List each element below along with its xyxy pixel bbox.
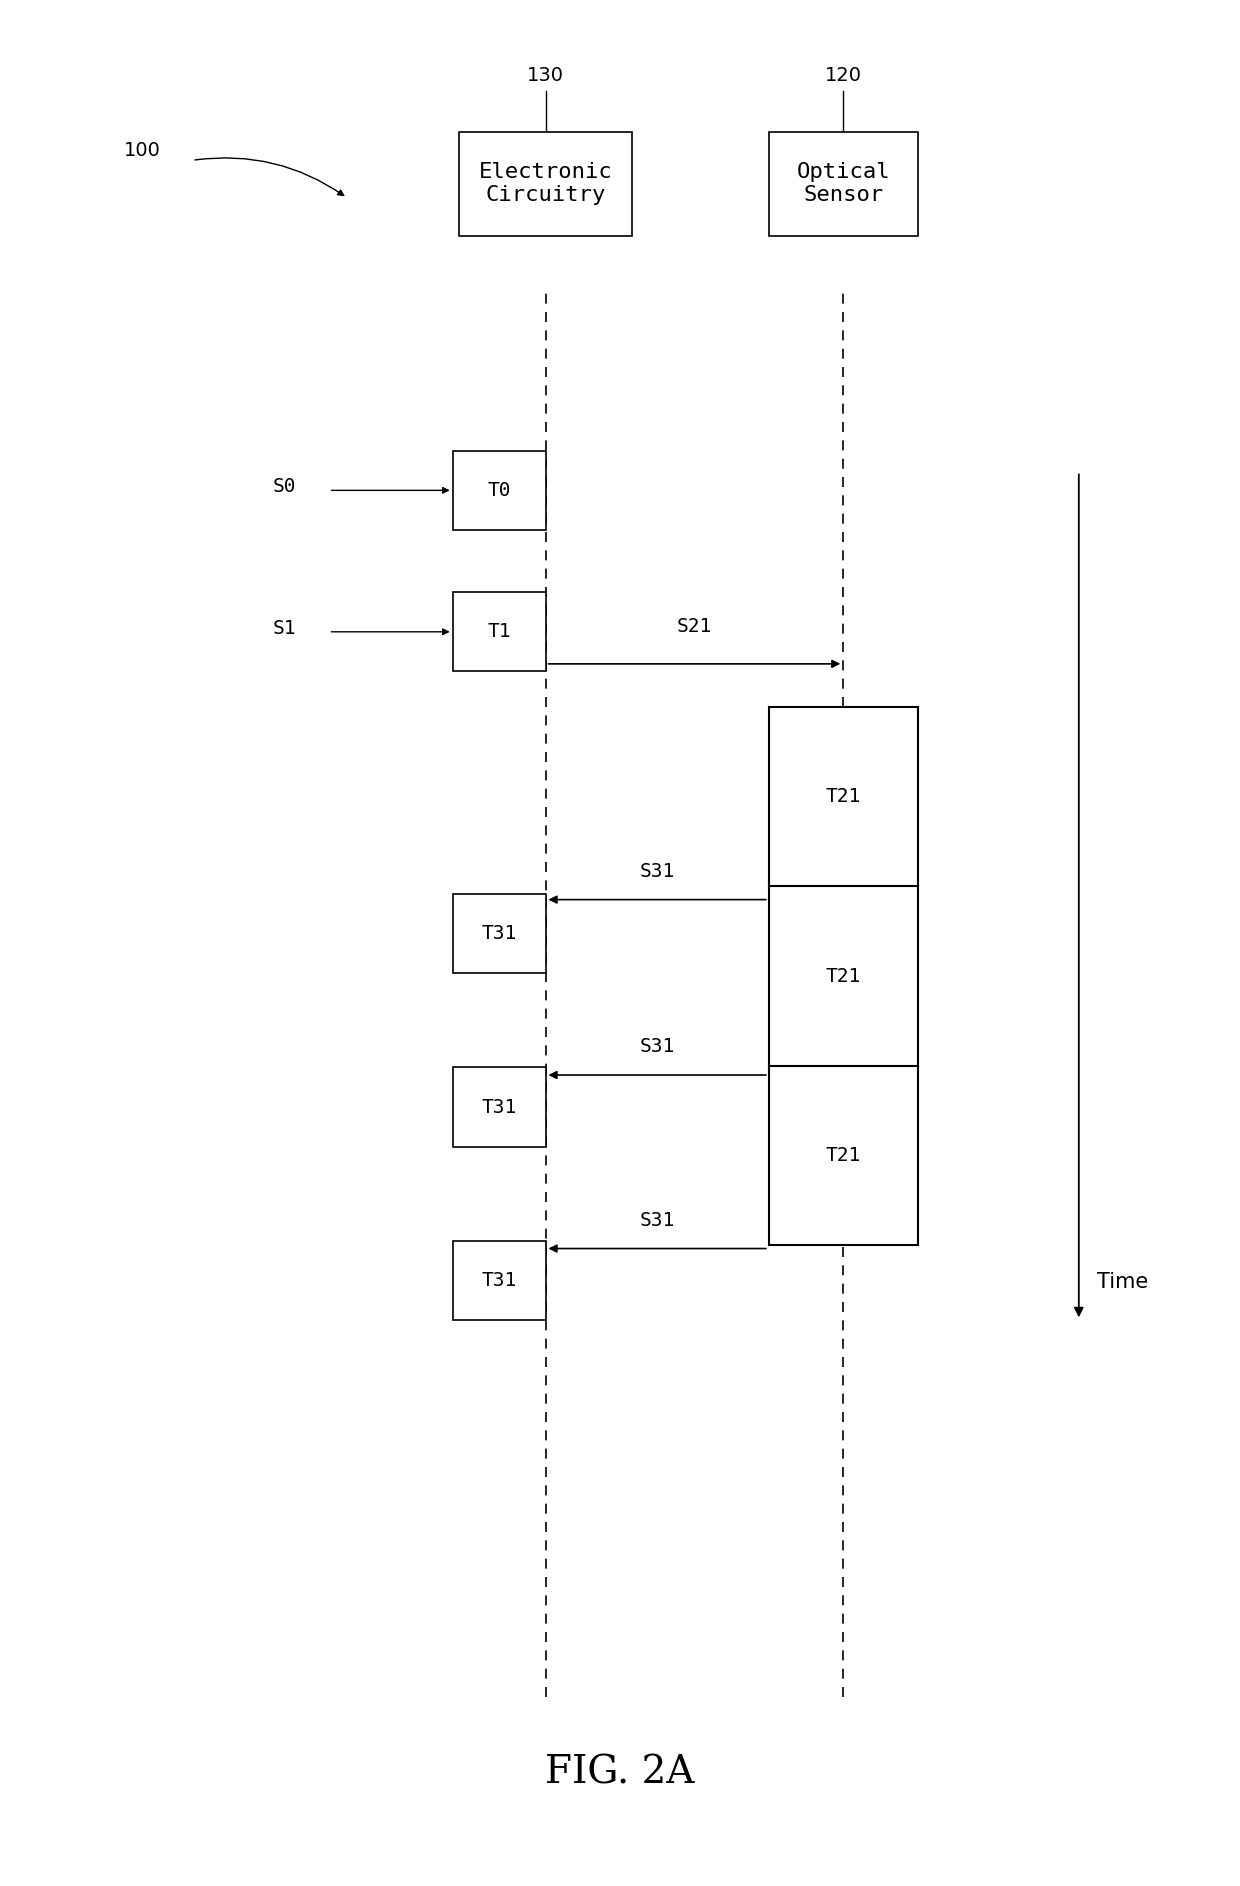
FancyBboxPatch shape [769,132,918,236]
Text: T31: T31 [481,924,517,943]
Text: S31: S31 [640,1037,675,1056]
Text: T31: T31 [481,1271,517,1290]
Text: T0: T0 [487,481,511,500]
Text: Time: Time [1097,1271,1148,1292]
Text: S31: S31 [640,862,675,881]
Text: T21: T21 [826,786,861,807]
FancyBboxPatch shape [453,451,546,530]
Text: T21: T21 [826,1145,861,1166]
Text: Optical
Sensor: Optical Sensor [796,162,890,206]
Text: FIG. 2A: FIG. 2A [546,1754,694,1792]
Text: 120: 120 [825,66,862,85]
Text: S21: S21 [677,617,712,636]
FancyBboxPatch shape [459,132,632,236]
Text: T21: T21 [826,966,861,986]
FancyBboxPatch shape [453,1067,546,1147]
FancyBboxPatch shape [453,592,546,671]
Text: S1: S1 [273,619,296,637]
FancyBboxPatch shape [453,1241,546,1320]
Text: Electronic
Circuitry: Electronic Circuitry [479,162,613,206]
Text: 130: 130 [527,66,564,85]
Text: S31: S31 [640,1211,675,1230]
Text: 100: 100 [124,141,161,160]
Text: S0: S0 [273,477,296,496]
Text: T31: T31 [481,1098,517,1117]
FancyBboxPatch shape [769,707,918,1245]
Text: T1: T1 [487,622,511,641]
FancyBboxPatch shape [453,894,546,973]
